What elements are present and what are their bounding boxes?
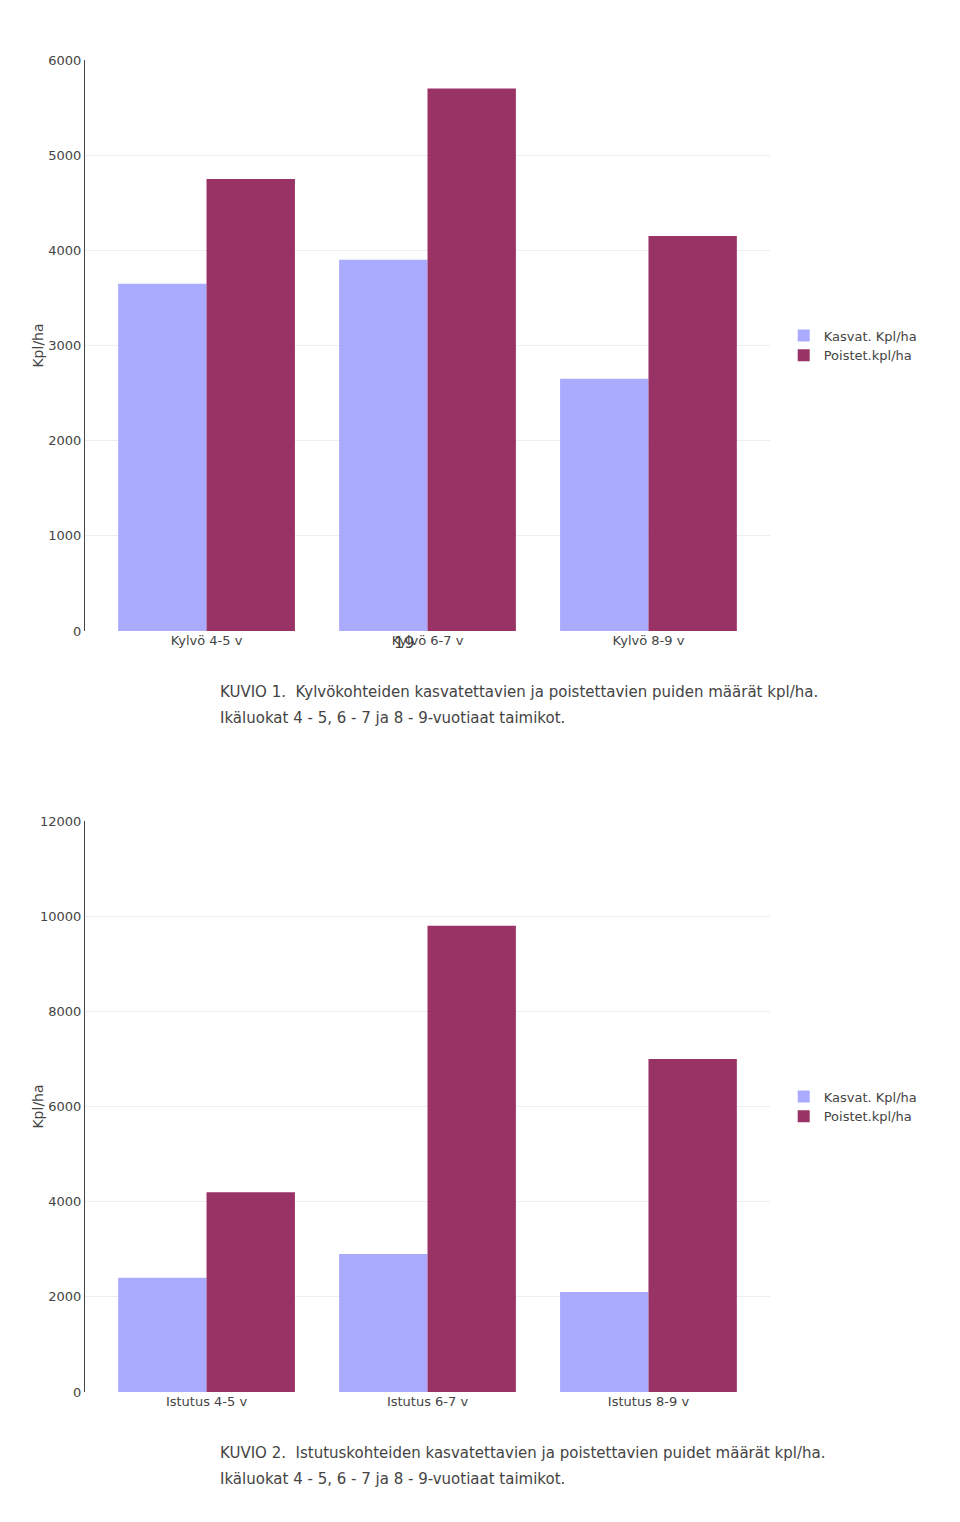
svg-text:Ikäluokat 4 - 5, 6 - 7 ja 8 -: Ikäluokat 4 - 5, 6 - 7 ja 8 - 9-vuotiaat…	[220, 709, 565, 727]
svg-text:KUVIO 2. Istutuskohteiden kas: KUVIO 2. Istutuskohteiden kasvatettavien…	[220, 1444, 826, 1462]
svg-text:Istutus 6-7 v: Istutus 6-7 v	[387, 1394, 469, 1409]
svg-text:Kpl/ha: Kpl/ha	[30, 1084, 46, 1128]
svg-text:5000: 5000	[48, 148, 81, 163]
svg-text:Poistet.kpl/ha: Poistet.kpl/ha	[824, 348, 912, 363]
svg-text:Kasvat. Kpl/ha: Kasvat. Kpl/ha	[824, 1090, 917, 1105]
svg-text:2000: 2000	[48, 433, 81, 448]
svg-text:Kpl/ha: Kpl/ha	[30, 323, 46, 367]
svg-text:3000: 3000	[48, 338, 81, 353]
svg-text:6000: 6000	[48, 1099, 81, 1114]
svg-text:0: 0	[73, 1385, 81, 1400]
svg-text:4000: 4000	[48, 1194, 81, 1209]
svg-text:Istutus 8-9 v: Istutus 8-9 v	[608, 1394, 690, 1409]
svg-text:0: 0	[73, 624, 81, 639]
svg-text:Kylvö 8-9 v: Kylvö 8-9 v	[613, 633, 685, 648]
svg-text:10000: 10000	[40, 909, 81, 924]
svg-text:Kasvat. Kpl/ha: Kasvat. Kpl/ha	[824, 329, 917, 344]
svg-text:1000: 1000	[48, 528, 81, 543]
svg-text:Ikäluokat 4 - 5, 6 - 7 ja 8 -: Ikäluokat 4 - 5, 6 - 7 ja 8 - 9-vuotiaat…	[220, 1470, 565, 1488]
svg-text:4000: 4000	[48, 243, 81, 258]
svg-text:8000: 8000	[48, 1004, 81, 1019]
svg-text:Kylvö 4-5 v: Kylvö 4-5 v	[171, 633, 243, 648]
svg-text:19: 19	[394, 633, 414, 652]
svg-text:Poistet.kpl/ha: Poistet.kpl/ha	[824, 1109, 912, 1124]
svg-text:12000: 12000	[40, 814, 81, 829]
svg-text:Istutus 4-5 v: Istutus 4-5 v	[166, 1394, 248, 1409]
svg-text:KUVIO 1. Kylvökohteiden kasva: KUVIO 1. Kylvökohteiden kasvatettavien j…	[220, 683, 818, 701]
svg-text:6000: 6000	[48, 53, 81, 68]
svg-text:2000: 2000	[48, 1289, 81, 1304]
svg-text:Kylvö 6-7 v: Kylvö 6-7 v	[392, 633, 464, 648]
